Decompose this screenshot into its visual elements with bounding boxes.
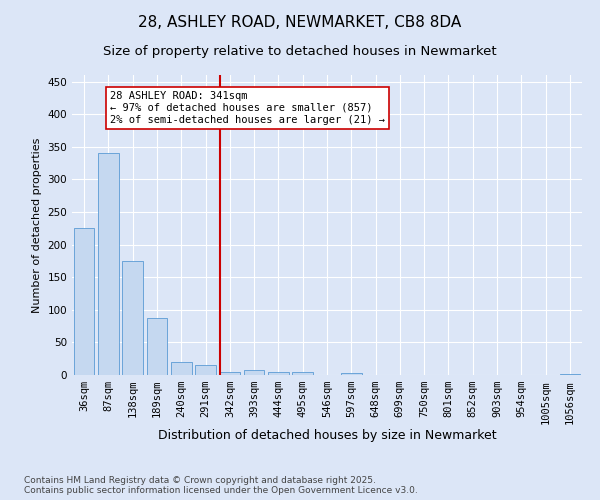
Bar: [74, 228, 94, 375]
Text: Contains HM Land Registry data © Crown copyright and database right 2025.
Contai: Contains HM Land Registry data © Crown c…: [24, 476, 418, 495]
Bar: [171, 362, 191, 375]
Bar: [244, 370, 265, 375]
Bar: [146, 318, 167, 375]
Text: Size of property relative to detached houses in Newmarket: Size of property relative to detached ho…: [103, 45, 497, 58]
Bar: [268, 372, 289, 375]
Y-axis label: Number of detached properties: Number of detached properties: [32, 138, 42, 312]
Bar: [195, 365, 216, 375]
Bar: [341, 373, 362, 375]
X-axis label: Distribution of detached houses by size in Newmarket: Distribution of detached houses by size …: [158, 429, 496, 442]
Text: 28, ASHLEY ROAD, NEWMARKET, CB8 8DA: 28, ASHLEY ROAD, NEWMARKET, CB8 8DA: [139, 15, 461, 30]
Bar: [122, 261, 143, 375]
Bar: [292, 372, 313, 375]
Bar: [560, 374, 580, 375]
Bar: [98, 154, 119, 375]
Text: 28 ASHLEY ROAD: 341sqm
← 97% of detached houses are smaller (857)
2% of semi-det: 28 ASHLEY ROAD: 341sqm ← 97% of detached…: [110, 92, 385, 124]
Bar: [220, 372, 240, 375]
